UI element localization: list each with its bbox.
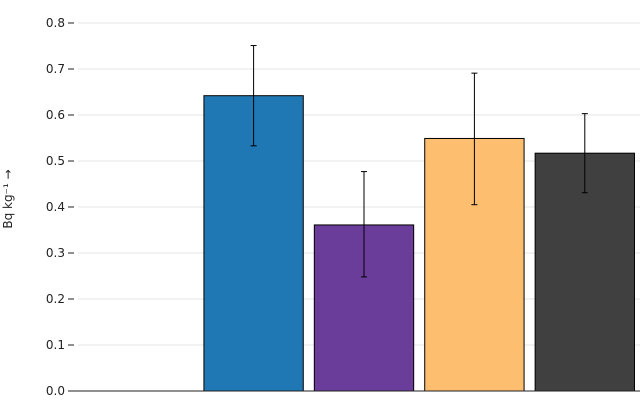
y-tick-label: 0.3 — [46, 246, 65, 260]
y-tick-label: 0.6 — [46, 108, 65, 122]
error-bars — [250, 45, 588, 278]
y-tick-label: 0.8 — [46, 16, 65, 30]
y-tick-label: 0.1 — [46, 338, 65, 352]
y-axis-ticks: 0.0 0.1 0.2 0.3 0.4 0.5 0.6 0.7 0.8 — [46, 16, 74, 398]
y-tick-label: 0.5 — [46, 154, 65, 168]
bars — [203, 95, 635, 392]
y-tick-label: 0.7 — [46, 62, 65, 76]
y-tick-label: 0.2 — [46, 292, 65, 306]
y-axis-title: Bq kg⁻¹ → — [1, 169, 15, 228]
y-tick-label: 0.0 — [46, 384, 65, 398]
y-tick-label: 0.4 — [46, 200, 65, 214]
